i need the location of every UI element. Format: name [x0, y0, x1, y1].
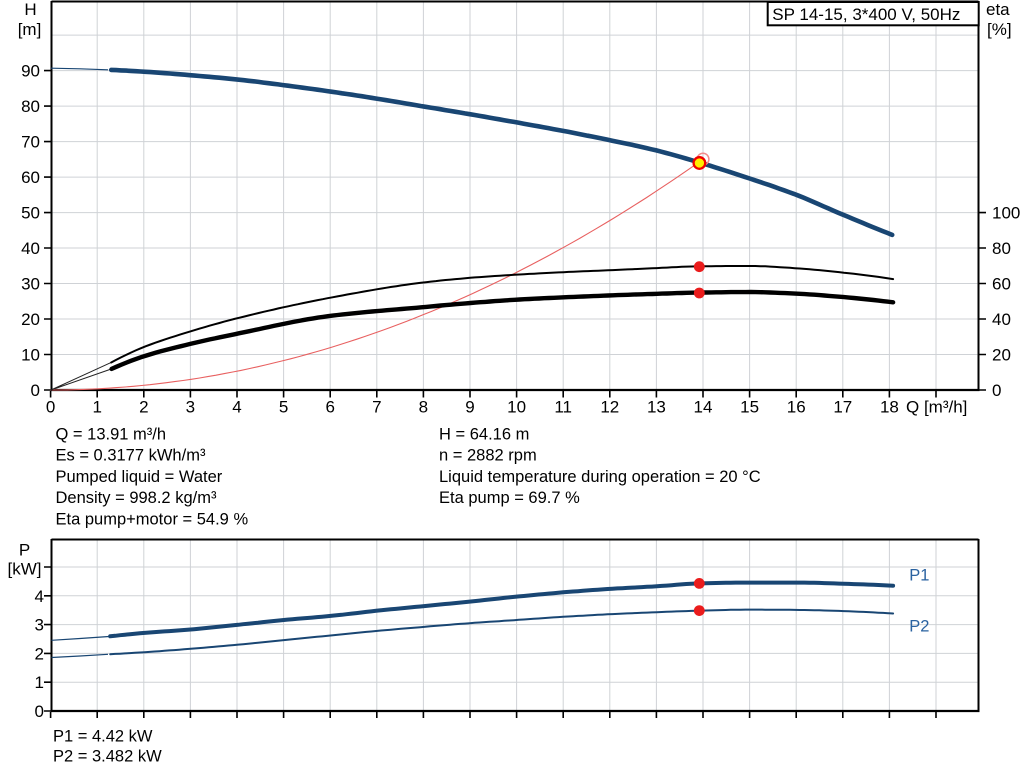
svg-text:Es = 0.3177 kWh/m³: Es = 0.3177 kWh/m³: [56, 447, 206, 465]
svg-text:15: 15: [740, 398, 759, 417]
svg-text:0: 0: [35, 702, 44, 721]
svg-text:n = 2882 rpm: n = 2882 rpm: [439, 447, 537, 465]
svg-text:P1: P1: [909, 566, 929, 584]
svg-text:2: 2: [139, 398, 148, 417]
svg-text:SP 14-15, 3*400 V, 50Hz: SP 14-15, 3*400 V, 50Hz: [772, 5, 960, 24]
svg-text:13: 13: [647, 398, 666, 417]
svg-text:Liquid temperature during oper: Liquid temperature during operation = 20…: [439, 468, 761, 486]
svg-text:Eta pump+motor = 54.9 %: Eta pump+motor = 54.9 %: [56, 511, 249, 529]
svg-text:50: 50: [21, 204, 40, 223]
svg-text:eta: eta: [986, 0, 1010, 19]
svg-text:9: 9: [465, 398, 474, 417]
svg-text:10: 10: [507, 398, 526, 417]
svg-text:H = 64.16 m: H = 64.16 m: [439, 425, 529, 443]
svg-text:14: 14: [694, 398, 713, 417]
svg-text:10: 10: [21, 346, 40, 365]
svg-text:Eta pump = 69.7 %: Eta pump = 69.7 %: [439, 489, 580, 507]
svg-text:20: 20: [992, 346, 1011, 365]
svg-text:H: H: [24, 0, 36, 19]
svg-text:P2: P2: [909, 618, 929, 636]
svg-text:P: P: [19, 541, 30, 560]
svg-text:[%]: [%]: [987, 20, 1012, 39]
svg-text:P1 = 4.42 kW: P1 = 4.42 kW: [53, 728, 153, 746]
svg-text:60: 60: [21, 168, 40, 187]
svg-text:1: 1: [35, 673, 44, 692]
svg-text:2: 2: [35, 644, 44, 663]
svg-text:6: 6: [325, 398, 334, 417]
svg-text:7: 7: [372, 398, 381, 417]
svg-text:8: 8: [419, 398, 428, 417]
svg-text:80: 80: [992, 239, 1011, 258]
svg-text:5: 5: [279, 398, 288, 417]
svg-text:12: 12: [600, 398, 619, 417]
svg-text:Q [m³/h]: Q [m³/h]: [906, 398, 967, 417]
svg-text:Density = 998.2 kg/m³: Density = 998.2 kg/m³: [56, 489, 217, 507]
svg-text:18: 18: [880, 398, 899, 417]
svg-text:[kW]: [kW]: [8, 560, 42, 579]
svg-text:Pumped liquid = Water: Pumped liquid = Water: [56, 468, 223, 486]
svg-text:60: 60: [992, 275, 1011, 294]
svg-text:0: 0: [31, 381, 40, 400]
svg-text:P2 = 3.482 kW: P2 = 3.482 kW: [53, 747, 162, 765]
svg-text:0: 0: [46, 398, 55, 417]
svg-text:4: 4: [232, 398, 241, 417]
svg-text:30: 30: [21, 275, 40, 294]
svg-text:17: 17: [833, 398, 852, 417]
svg-text:16: 16: [787, 398, 806, 417]
svg-text:1: 1: [92, 398, 101, 417]
svg-text:40: 40: [992, 310, 1011, 329]
svg-text:20: 20: [21, 310, 40, 329]
svg-text:70: 70: [21, 133, 40, 152]
svg-text:3: 3: [35, 616, 44, 635]
svg-text:Q = 13.91 m³/h: Q = 13.91 m³/h: [56, 425, 167, 443]
svg-text:40: 40: [21, 239, 40, 258]
svg-text:90: 90: [21, 62, 40, 81]
svg-text:3: 3: [186, 398, 195, 417]
svg-text:4: 4: [35, 587, 44, 606]
svg-text:80: 80: [21, 97, 40, 116]
svg-text:0: 0: [992, 381, 1001, 400]
svg-text:100: 100: [992, 204, 1020, 223]
svg-text:11: 11: [554, 398, 572, 417]
svg-text:[m]: [m]: [18, 20, 42, 39]
